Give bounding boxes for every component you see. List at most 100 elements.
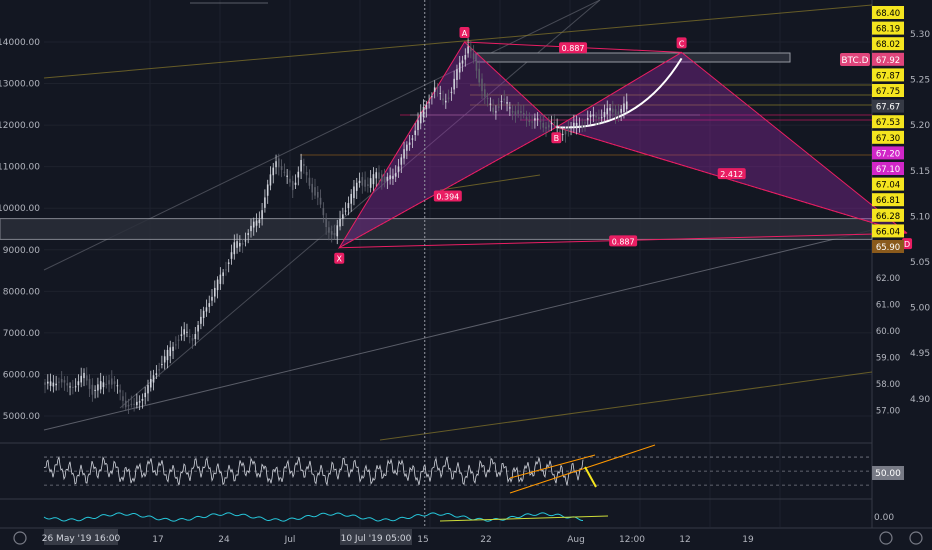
pattern-point-label: A [462,29,468,38]
candle-body [136,401,138,406]
candle-body [453,78,455,90]
candle-body [575,122,578,129]
candle-body [275,161,277,168]
pattern-point-label: B [554,134,560,143]
log-toggle-icon[interactable] [879,531,893,545]
candle-body [305,171,308,176]
time-axis[interactable]: 17 24 Jul 15 22 Aug 12:00 12 19 26 May '19 16:00 1… [42,529,754,545]
candle-body [147,385,149,394]
candle-body [108,380,110,385]
candle-body [581,125,583,127]
candle-body [60,378,63,383]
ratio-tick-label: 4.95 [910,349,930,359]
dominance-label-box [872,37,904,51]
candle-body [567,128,570,132]
candle-body [250,225,252,232]
candle-body [169,347,172,357]
candle-body [158,369,160,371]
dominance-label-box [872,177,904,191]
candle-body [361,177,364,186]
candle-body [216,279,219,291]
price-tick-label: 9000.00 [3,246,40,256]
pattern-ratio-box [717,168,746,180]
candle-body [381,174,383,182]
candle-body [367,184,369,186]
candle-body [77,381,80,386]
dominance-tick-label: 57.00 [876,407,900,417]
candle-body [620,108,622,113]
pattern-ratio-label: 2.412 [720,170,743,179]
candle-body [369,178,372,188]
candle-body [300,159,302,172]
candle-body [297,171,300,178]
candle-body [372,174,375,185]
candle-body [72,387,74,389]
candle-body [464,54,467,60]
candle-body [609,107,611,111]
candle-body [600,117,603,119]
candlestick-series [44,38,628,414]
trendline [43,229,873,431]
candle-body [497,106,500,108]
dominance-label-box [872,130,904,144]
price-axis[interactable]: 14000.00 13000.00 12000.00 11000.00 10000.00… [0,38,40,422]
candle-body [166,349,169,361]
candle-body [606,108,609,115]
candle-body [322,208,325,216]
candle-body [333,232,336,236]
pattern-ratio-box [559,42,588,54]
pattern-point-label: X [337,255,343,264]
candle-body [138,401,141,403]
ratio-tick-label: 5.05 [910,258,930,268]
candle-body [244,240,247,242]
lower-indicator-pane: 0.00 [43,512,894,523]
candle-body [150,379,152,388]
dominance-label: 67.30 [876,134,900,144]
candle-body [625,101,628,110]
symbol-badge-label: BTC.D [841,56,868,66]
settings-icon[interactable] [13,531,27,545]
price-tick-label: 13000.00 [0,80,40,90]
ratio-axis[interactable]: 5.30 5.25 5.20 5.15 5.10 5.05 5.00 4.95 4.90 [910,30,930,405]
dominance-label-box [872,21,904,35]
auto-scale-icon[interactable] [909,531,923,545]
ratio-tick-label: 5.20 [910,121,930,131]
candle-body [188,336,191,338]
trendline [43,4,873,79]
candle-body [612,108,614,113]
candle-body [255,220,258,226]
candle-body [514,111,517,115]
candle-body [161,364,163,366]
candle-body [152,375,155,383]
pattern-point-marker [551,132,562,144]
candle-body [520,111,522,113]
candle-body [308,177,311,186]
candle-body [155,373,158,375]
candle-body [414,130,416,135]
dominance-label: 68.40 [876,9,900,19]
ratio-tick-label: 5.30 [910,30,930,40]
candle-body [172,346,174,351]
time-tick-label: 22 [480,535,491,545]
candle-body [425,104,428,110]
candle-body [500,101,503,103]
candle-body [509,107,511,109]
candle-body [225,269,227,271]
candle-body [428,102,430,104]
candle-body [592,114,595,117]
candle-body [94,389,96,391]
candle-body [408,142,411,145]
candle-body [545,126,547,129]
candle-body [116,385,119,387]
candle-body [214,287,216,297]
dominance-axis[interactable]: 68.40 68.19 68.02 67.92 67.87 67.75 67.67 67.53… [872,6,904,417]
candle-body [269,174,272,186]
candle-body [392,176,394,179]
candle-body [470,47,472,52]
candle-body [447,97,450,99]
candle-body [69,386,71,388]
price-tick-label: 10000.00 [0,204,40,214]
candle-body [141,398,144,401]
